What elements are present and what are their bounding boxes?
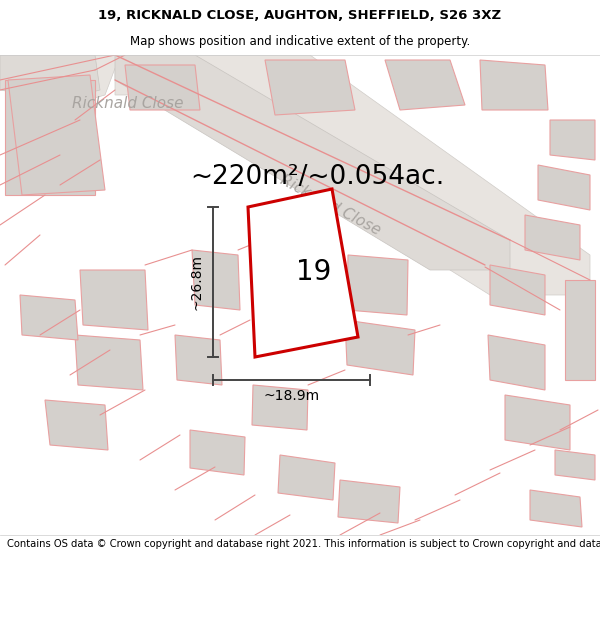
Polygon shape <box>248 189 358 357</box>
Text: Contains OS data © Crown copyright and database right 2021. This information is : Contains OS data © Crown copyright and d… <box>7 539 600 549</box>
Polygon shape <box>488 335 545 390</box>
Polygon shape <box>115 55 510 270</box>
Text: ~26.8m: ~26.8m <box>190 254 204 310</box>
Text: Map shows position and indicative extent of the property.: Map shows position and indicative extent… <box>130 35 470 48</box>
Text: ~18.9m: ~18.9m <box>263 389 320 403</box>
Polygon shape <box>0 55 120 105</box>
Polygon shape <box>5 80 95 195</box>
Polygon shape <box>125 65 200 110</box>
Polygon shape <box>550 120 595 160</box>
Polygon shape <box>345 320 415 375</box>
Polygon shape <box>45 400 108 450</box>
Text: 19: 19 <box>296 259 331 286</box>
Polygon shape <box>8 75 105 195</box>
Text: Ricknald Close: Ricknald Close <box>72 96 184 111</box>
Polygon shape <box>505 395 570 450</box>
Polygon shape <box>175 335 222 385</box>
Polygon shape <box>480 60 548 110</box>
Polygon shape <box>252 385 308 430</box>
Polygon shape <box>555 450 595 480</box>
Polygon shape <box>192 250 240 310</box>
Text: ~220m²/~0.054ac.: ~220m²/~0.054ac. <box>190 164 444 190</box>
Polygon shape <box>190 430 245 475</box>
Polygon shape <box>80 270 148 330</box>
Polygon shape <box>20 295 78 340</box>
Polygon shape <box>0 55 100 100</box>
Polygon shape <box>530 490 582 527</box>
Text: 19, RICKNALD CLOSE, AUGHTON, SHEFFIELD, S26 3XZ: 19, RICKNALD CLOSE, AUGHTON, SHEFFIELD, … <box>98 9 502 22</box>
Polygon shape <box>265 60 355 115</box>
Polygon shape <box>115 55 590 295</box>
Polygon shape <box>338 480 400 523</box>
Polygon shape <box>278 455 335 500</box>
Polygon shape <box>538 165 590 210</box>
Polygon shape <box>385 60 465 110</box>
Polygon shape <box>75 335 143 390</box>
Polygon shape <box>347 255 408 315</box>
Polygon shape <box>490 265 545 315</box>
Polygon shape <box>525 215 580 260</box>
Polygon shape <box>565 280 595 380</box>
Text: Ricknald Close: Ricknald Close <box>277 173 383 238</box>
